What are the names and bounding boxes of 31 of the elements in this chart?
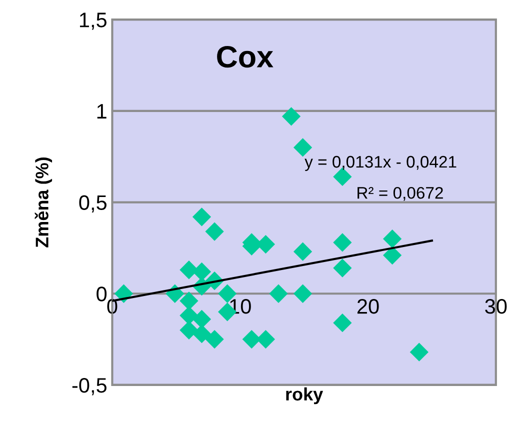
point bbox=[333, 233, 352, 252]
point bbox=[192, 208, 212, 226]
point bbox=[333, 258, 352, 278]
x-tick-label: 30 bbox=[485, 299, 507, 314]
y-axis-title: Změna (%) bbox=[34, 158, 52, 248]
point bbox=[293, 138, 312, 157]
x-tick-label: 20 bbox=[357, 299, 379, 314]
point bbox=[180, 260, 198, 280]
y-tick-label: 1,5 bbox=[80, 12, 106, 30]
point bbox=[269, 284, 288, 303]
point bbox=[382, 230, 402, 248]
point bbox=[180, 292, 198, 310]
point bbox=[293, 284, 312, 303]
y-tick-label: -0,5 bbox=[72, 378, 106, 396]
annotation: R² = 0,0672 bbox=[358, 186, 443, 201]
point bbox=[192, 324, 212, 344]
y-tick-label: 0 bbox=[96, 286, 107, 302]
point bbox=[333, 314, 352, 332]
y-tick-label: 1 bbox=[97, 104, 106, 118]
point bbox=[410, 342, 428, 362]
point bbox=[382, 246, 402, 265]
x-axis-title: roky bbox=[286, 387, 324, 404]
point bbox=[282, 107, 301, 126]
y-tick-label: 0,5 bbox=[79, 195, 106, 212]
point bbox=[242, 330, 261, 349]
point bbox=[293, 242, 312, 261]
point bbox=[180, 320, 198, 340]
point bbox=[205, 222, 224, 241]
text: Cox bbox=[217, 46, 274, 68]
point bbox=[205, 330, 224, 349]
annotation: y = 0,0131x - 0,0421 bbox=[304, 156, 456, 172]
